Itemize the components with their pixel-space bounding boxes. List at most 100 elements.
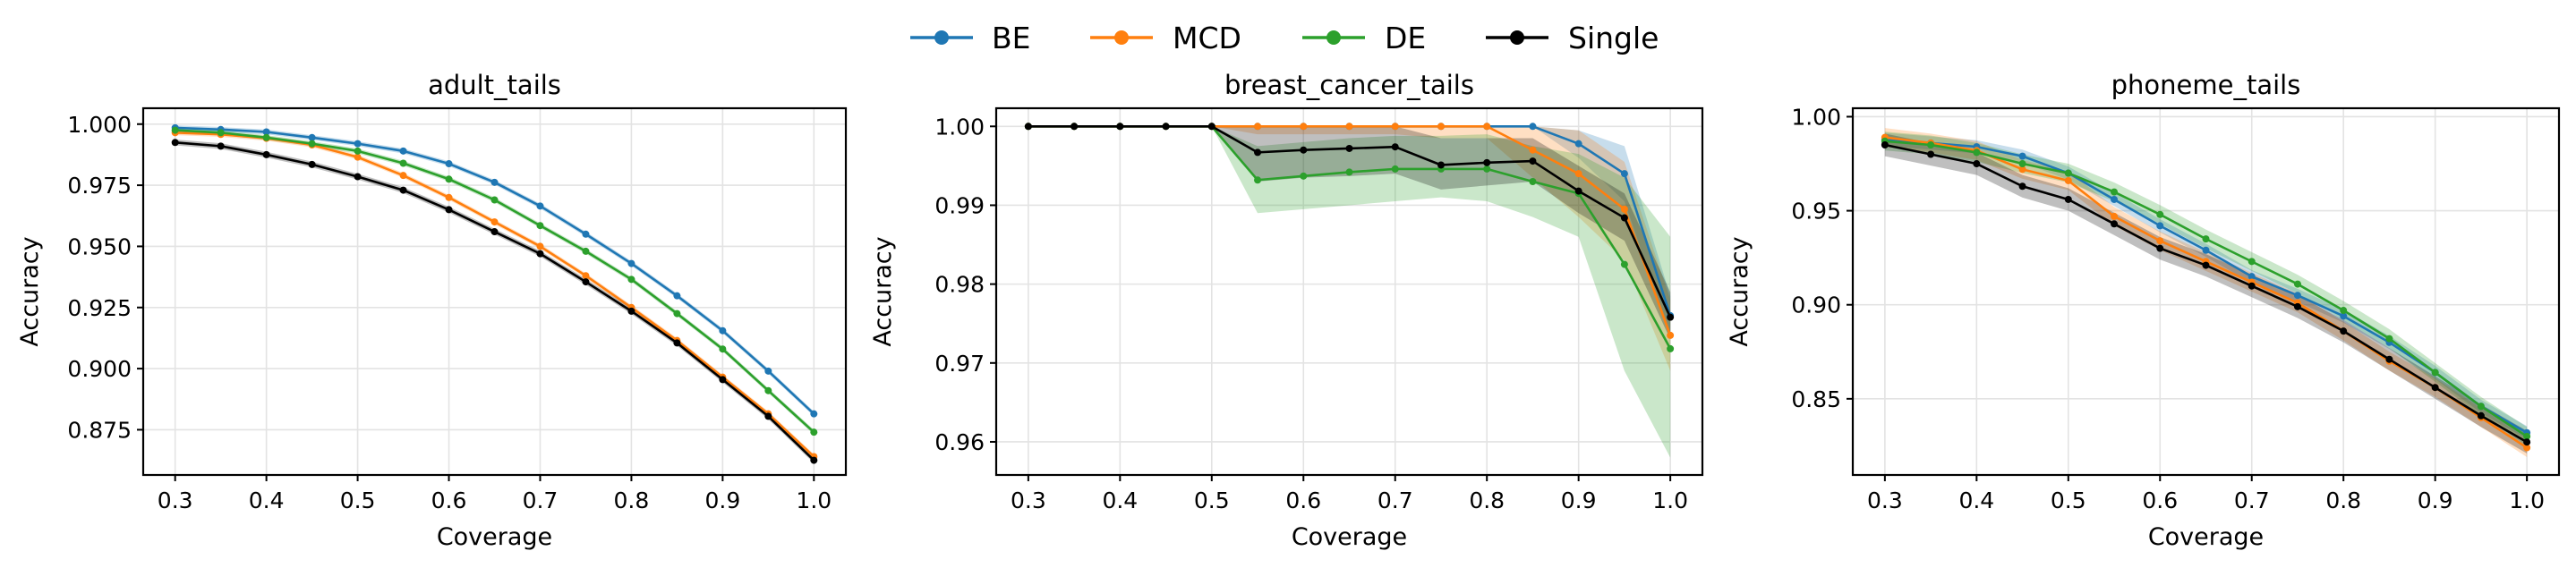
data-point-mcd [2156,237,2164,245]
data-point-single [2293,302,2301,310]
data-point-de [2202,235,2210,243]
data-point-de [490,196,499,204]
data-point-mcd [1300,123,1308,131]
data-point-be [582,230,590,238]
data-point-single [536,250,544,258]
data-point-single [2156,244,2164,252]
x-tick-label: 0.6 [2142,487,2178,513]
data-point-single [1881,141,1889,148]
data-point-de [810,428,818,437]
data-point-de [1973,148,1981,157]
data-point-de [308,140,316,148]
x-tick-label: 0.3 [158,487,193,513]
data-point-be [308,133,316,141]
legend-label-single: Single [1568,21,1659,55]
x-tick-label: 0.8 [614,487,650,513]
x-tick-label: 0.5 [340,487,376,513]
data-point-de [1483,165,1491,173]
data-point-single [2431,384,2439,392]
data-point-de [262,133,270,141]
data-point-single [1574,187,1582,195]
data-point-single [810,456,818,464]
data-point-de [1529,178,1537,185]
data-point-de [719,345,727,353]
data-point-single [1973,160,1981,168]
data-point-be [490,178,499,186]
data-point-single [673,339,681,347]
x-tick-label: 0.6 [431,487,467,513]
data-point-single [627,307,635,315]
data-point-single [1927,150,1935,158]
data-point-be [719,326,727,335]
data-point-single [1437,161,1445,169]
data-point-de [1345,168,1353,176]
panel-title: breast_cancer_tails [1224,70,1474,100]
data-point-mcd [1620,205,1628,213]
legend-marker-mcd [1114,30,1129,45]
data-point-single [2477,411,2485,420]
data-point-single [1620,214,1628,222]
data-point-be [445,160,453,168]
data-point-single [1483,158,1491,166]
data-point-single [764,412,772,420]
data-point-be [1620,170,1628,178]
data-point-de [1300,172,1308,180]
x-tick-label: 0.7 [2234,487,2270,513]
x-tick-label: 0.4 [1102,487,1138,513]
data-point-mcd [536,242,544,250]
x-tick-label: 0.7 [1378,487,1413,513]
data-point-mcd [1529,146,1537,154]
y-tick-label: 0.925 [67,295,132,321]
band-de [1028,126,1671,458]
data-point-de [2111,188,2119,196]
x-tick-label: 1.0 [2509,487,2545,513]
x-tick-label: 0.9 [2418,487,2453,513]
data-point-de [582,247,590,255]
x-tick-label: 0.4 [1958,487,1994,513]
data-point-mcd [399,172,407,180]
data-point-single [2340,327,2348,335]
data-point-be [1574,140,1582,148]
data-point-be [354,140,362,148]
x-tick-label: 0.6 [1285,487,1321,513]
plot-area [143,108,846,475]
data-point-mcd [1254,123,1262,131]
data-point-de [217,129,225,137]
data-point-single [2064,195,2072,203]
data-point-single [399,186,407,194]
plot-area [1853,108,2559,475]
data-point-single [1070,123,1079,131]
data-point-be [627,259,635,267]
data-point-single [2248,282,2256,290]
y-tick-label: 0.85 [1791,386,1841,412]
data-point-de [673,309,681,318]
legend-marker-be [934,30,949,45]
axes-frame [994,106,1704,477]
data-point-single [1391,143,1399,151]
data-point-mcd [2064,176,2072,184]
data-point-be [536,202,544,210]
band-mcd [1028,126,1671,371]
x-tick-label: 1.0 [796,487,832,513]
legend-marker-de [1326,30,1341,45]
data-point-de [171,126,179,134]
data-point-de [2431,369,2439,377]
data-point-single [719,376,727,384]
y-tick-label: 0.875 [67,417,132,443]
data-point-de [2293,280,2301,288]
data-point-be [810,410,818,418]
data-point-single [1345,144,1353,152]
legend-label-de: DE [1385,21,1426,55]
legend-label-mcd: MCD [1173,21,1241,55]
data-point-mcd [1483,123,1491,131]
data-point-single [1300,146,1308,154]
data-point-mcd [2018,165,2026,174]
data-point-single [262,150,270,158]
data-point-be [764,367,772,375]
y-tick-label: 0.90 [1791,292,1841,318]
data-point-be [673,292,681,300]
data-point-single [1207,123,1215,131]
y-tick-label: 0.975 [67,173,132,199]
y-tick-label: 0.97 [934,351,985,377]
